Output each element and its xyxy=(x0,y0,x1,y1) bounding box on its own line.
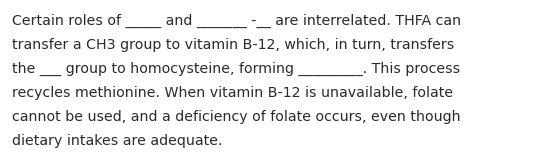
Text: transfer a CH3 group to vitamin B-12, which, in turn, transfers: transfer a CH3 group to vitamin B-12, wh… xyxy=(12,38,454,52)
Text: dietary intakes are adequate.: dietary intakes are adequate. xyxy=(12,134,223,148)
Text: recycles methionine. When vitamin B-12 is unavailable, folate: recycles methionine. When vitamin B-12 i… xyxy=(12,86,453,100)
Text: the ___ group to homocysteine, forming _________. This process: the ___ group to homocysteine, forming _… xyxy=(12,62,460,76)
Text: Certain roles of _____ and _______ -__ are interrelated. THFA can: Certain roles of _____ and _______ -__ a… xyxy=(12,14,461,28)
Text: cannot be used, and a deficiency of folate occurs, even though: cannot be used, and a deficiency of fola… xyxy=(12,110,460,124)
